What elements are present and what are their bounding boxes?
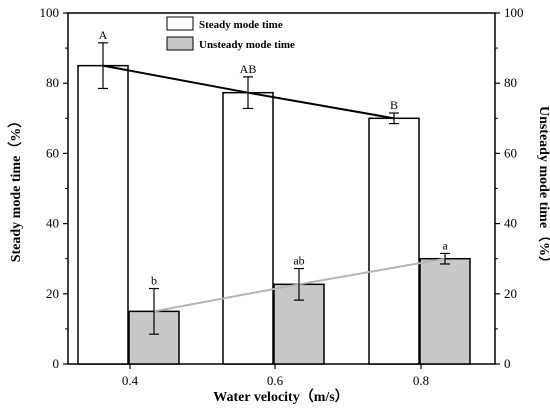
error-bar xyxy=(294,267,304,301)
y-tick-label-right: 60 xyxy=(504,145,517,160)
legend-label-unsteady: Unsteady mode time xyxy=(199,39,295,51)
significance-label: A xyxy=(99,28,108,42)
error-bar xyxy=(389,112,399,125)
significance-labels-layer: A AB Bb ab a xyxy=(99,28,449,288)
legend-swatch-unsteady xyxy=(166,36,194,51)
x-tick-label: 0.8 xyxy=(413,373,429,388)
error-bars-layer xyxy=(98,42,450,335)
y-tick-label-left: 100 xyxy=(40,5,60,20)
bar-steady-0.8 xyxy=(368,117,420,365)
legend-swatch-steady xyxy=(166,16,194,31)
error-bar xyxy=(243,76,253,110)
x-tick-label: 0.4 xyxy=(122,373,139,388)
y-tick-label-right: 40 xyxy=(504,216,517,231)
error-bar xyxy=(98,42,108,90)
y-tick-label-right: 80 xyxy=(504,75,517,90)
error-bar xyxy=(149,287,159,335)
significance-label: B xyxy=(390,98,398,112)
y-tick-label-left: 0 xyxy=(53,356,60,371)
significance-label: b xyxy=(151,274,157,288)
y-tick-label-left: 60 xyxy=(46,145,59,160)
y-tick-label-right: 20 xyxy=(504,286,517,301)
bar-steady-0.4 xyxy=(77,64,129,365)
significance-label: AB xyxy=(240,62,257,76)
significance-label: ab xyxy=(293,254,304,268)
y-tick-label-left: 80 xyxy=(46,75,59,90)
legend-label-steady: Steady mode time xyxy=(199,19,283,31)
error-bar xyxy=(440,252,450,265)
bars-layer xyxy=(77,64,471,365)
ticks-layer: 0 0 20 20 40 40 60 60 80 80 100 100 0.4 0.6 0.8 xyxy=(40,5,524,388)
y-tick-label-left: 40 xyxy=(46,216,59,231)
y-axis-title-left: Steady mode time（%） xyxy=(8,114,24,263)
x-axis-title: Water velocity（m/s） xyxy=(213,389,348,405)
y-tick-label-right: 0 xyxy=(504,356,511,371)
bar-steady-0.6 xyxy=(222,91,274,365)
y-axis-title-right: Unsteady mode time（%） xyxy=(536,106,550,270)
x-tick-label: 0.6 xyxy=(267,373,284,388)
y-tick-label-right: 100 xyxy=(504,5,524,20)
significance-label: a xyxy=(442,238,448,252)
bar-unsteady-0.8 xyxy=(419,257,471,365)
legend: Steady mode time Unsteady mode time xyxy=(166,16,295,51)
y-tick-label-left: 20 xyxy=(46,286,59,301)
